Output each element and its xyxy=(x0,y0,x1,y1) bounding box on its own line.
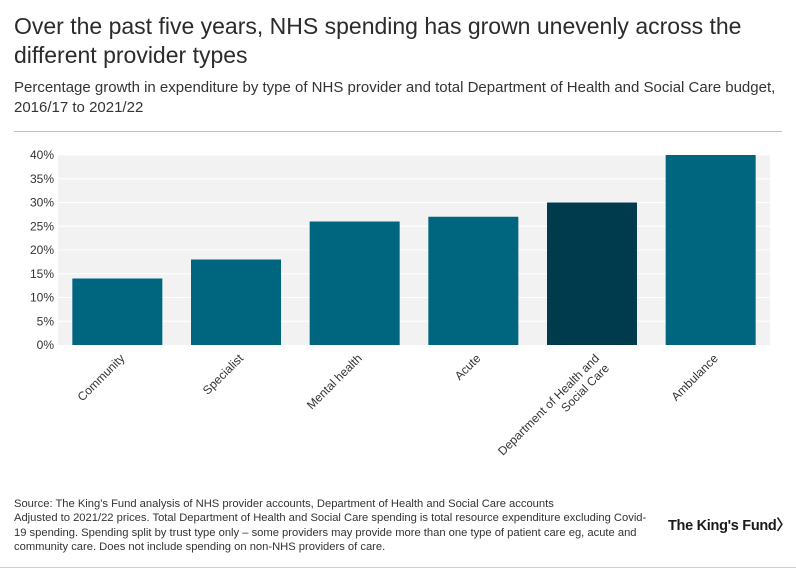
bar-mental-health xyxy=(309,221,400,345)
y-tick-label: 20% xyxy=(30,243,54,257)
x-tick-label-line: Mental health xyxy=(304,351,365,412)
y-tick-label: 5% xyxy=(37,314,55,328)
source-note: Source: The King's Fund analysis of NHS … xyxy=(14,498,554,510)
bar-community xyxy=(72,278,163,345)
x-tick-label: Department of Health andSocial Care xyxy=(495,351,612,468)
x-tick-label: Ambulance xyxy=(668,351,721,404)
bar-specialist xyxy=(191,259,281,345)
bar-acute xyxy=(428,216,519,345)
y-tick-label: 0% xyxy=(37,338,55,352)
y-tick-label: 10% xyxy=(30,291,54,305)
x-tick-label-line: Department of Health and xyxy=(495,351,602,458)
kings-fund-logo: The King's Fund〉 xyxy=(668,518,791,534)
chart-footer: Source: The King's Fund analysis of NHS … xyxy=(14,497,654,555)
x-tick-label: Acute xyxy=(452,351,484,383)
methodology-note: Adjusted to 2021/22 prices. Total Depart… xyxy=(14,512,647,554)
x-tick-label-line: Specialist xyxy=(200,351,247,398)
y-tick-label: 35% xyxy=(30,172,54,186)
footer-divider xyxy=(0,567,796,568)
y-tick-label: 15% xyxy=(30,267,54,281)
x-tick-label-line: Community xyxy=(75,351,128,404)
bar-department-of-health-and-social-care xyxy=(547,202,637,345)
x-tick-label-line: Acute xyxy=(452,351,484,383)
chart-subtitle: Percentage growth in expenditure by type… xyxy=(14,79,776,116)
header-divider xyxy=(14,131,782,132)
plot-area: 0% 5% 10% 15% 20% 25% 30% 35% 40% Community Specia… xyxy=(30,148,770,468)
y-tick-label: 40% xyxy=(30,148,54,162)
bar-ambulance xyxy=(665,155,756,345)
bar-chart: 0% 5% 10% 15% 20% 25% 30% 35% 40% Community Specia… xyxy=(30,148,770,468)
x-tick-label: Specialist xyxy=(200,351,247,398)
x-tick-label: Mental health xyxy=(304,351,365,412)
chart-title: Over the past five years, NHS spending h… xyxy=(14,13,742,68)
x-tick-label: Community xyxy=(75,351,128,404)
y-tick-label: 25% xyxy=(30,219,54,233)
y-tick-label: 30% xyxy=(30,196,54,210)
x-tick-label-line: Ambulance xyxy=(668,351,721,404)
